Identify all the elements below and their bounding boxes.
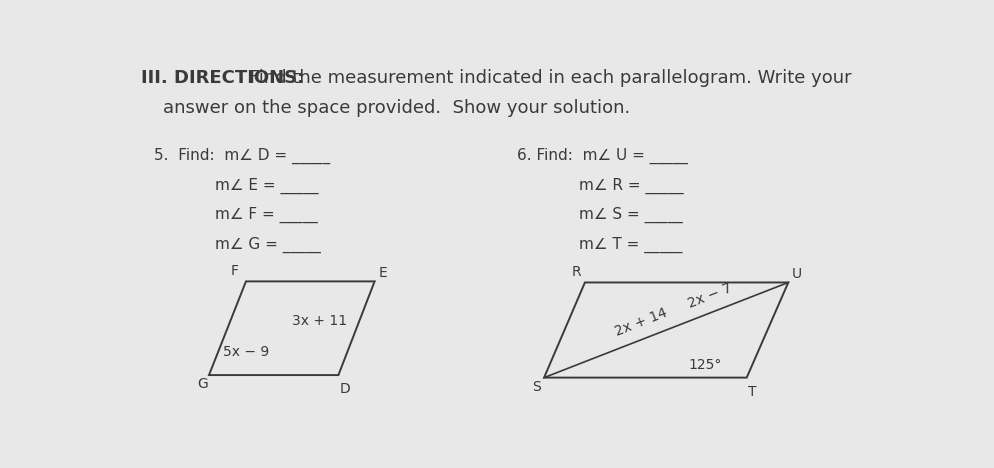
- Text: 2x − 7: 2x − 7: [686, 280, 735, 310]
- Text: R: R: [572, 265, 581, 279]
- Text: T: T: [748, 385, 756, 399]
- Text: 5.  Find:  m∠ D = _____: 5. Find: m∠ D = _____: [153, 148, 330, 164]
- Text: G: G: [198, 377, 208, 391]
- Text: m∠ E = _____: m∠ E = _____: [215, 177, 319, 194]
- Text: m∠ S = _____: m∠ S = _____: [579, 207, 683, 223]
- Text: Find the measurement indicated in each parallelogram. Write your: Find the measurement indicated in each p…: [244, 69, 851, 87]
- Text: S: S: [532, 380, 541, 395]
- Text: U: U: [792, 267, 802, 281]
- Text: D: D: [340, 381, 351, 395]
- Text: m∠ T = _____: m∠ T = _____: [579, 237, 682, 253]
- Text: III. DIRECTIONS:: III. DIRECTIONS:: [141, 69, 304, 87]
- Text: m∠ R = _____: m∠ R = _____: [579, 177, 684, 194]
- Text: answer on the space provided.  Show your solution.: answer on the space provided. Show your …: [163, 99, 630, 117]
- Text: E: E: [379, 265, 388, 279]
- Text: 125°: 125°: [689, 358, 723, 372]
- Text: m∠ G = _____: m∠ G = _____: [215, 237, 321, 253]
- Text: 2x + 14: 2x + 14: [613, 306, 669, 339]
- Text: m∠ F = _____: m∠ F = _____: [215, 207, 318, 223]
- Text: 3x + 11: 3x + 11: [292, 314, 347, 328]
- Text: 6. Find:  m∠ U = _____: 6. Find: m∠ U = _____: [517, 148, 688, 164]
- Text: 5x − 9: 5x − 9: [223, 345, 269, 359]
- Text: F: F: [231, 264, 239, 278]
